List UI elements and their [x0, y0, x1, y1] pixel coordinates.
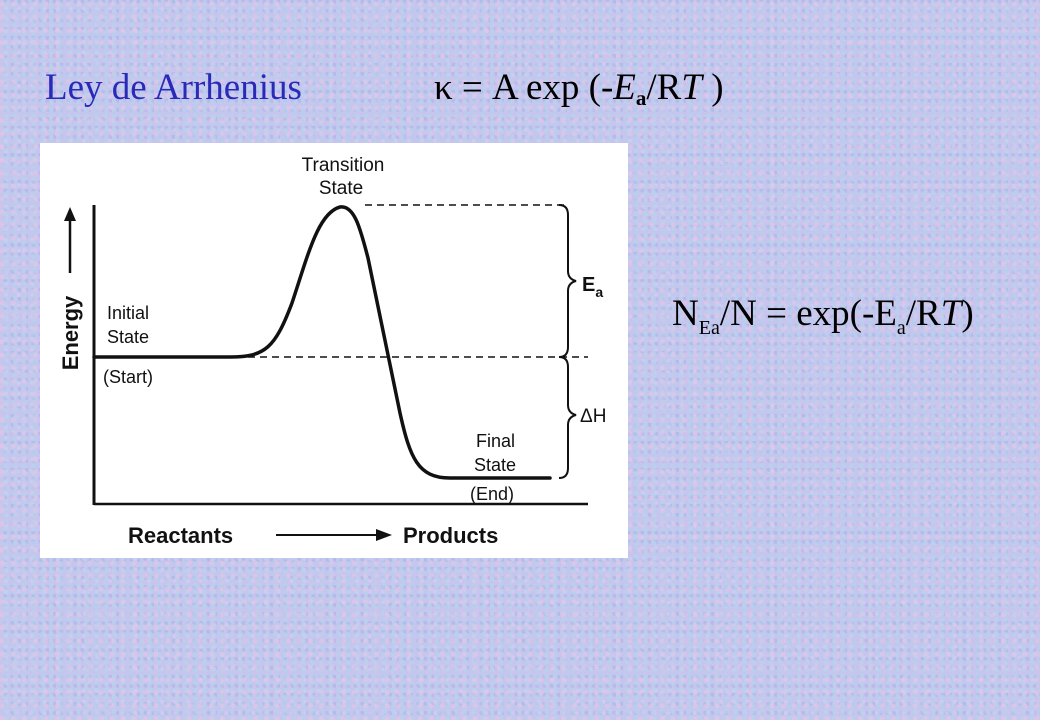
- eq2-slash-r: /R: [905, 293, 941, 334]
- transition-state-label-2: State: [319, 178, 363, 199]
- reaction-energy-curve: [92, 205, 552, 480]
- equation-e: E: [613, 67, 636, 108]
- delta-h-label: ΔH: [580, 406, 606, 427]
- energy-profile-diagram: Energy Transition State Initial State (S…: [40, 143, 628, 558]
- products-label: Products: [403, 523, 498, 548]
- energy-arrow-head: [64, 207, 76, 221]
- initial-state-label-2: State: [107, 327, 149, 347]
- dh-brace: [558, 356, 577, 479]
- equation-close: ): [701, 67, 724, 108]
- final-state-label-2: State: [474, 455, 516, 475]
- equation-t: T: [681, 67, 702, 108]
- ea-brace: [558, 204, 577, 358]
- reaction-arrow-head: [376, 529, 392, 541]
- transition-state-label-1: Transition: [302, 155, 385, 176]
- eq2-sub-a: a: [896, 317, 906, 339]
- page-title: Ley de Arrhenius: [45, 67, 302, 108]
- ea-label-sub: a: [595, 284, 603, 300]
- initial-state-label-1: Initial: [107, 303, 149, 323]
- equation-r: /R: [646, 67, 682, 108]
- ea-label-e: E: [582, 274, 595, 296]
- equation-lead: = A exp (-: [452, 67, 614, 108]
- kappa-symbol: κ: [434, 67, 453, 108]
- eq2-t: T: [940, 293, 962, 334]
- final-state-label-1: Final: [476, 431, 515, 451]
- energy-profile-svg: Energy Transition State Initial State (S…: [58, 155, 606, 548]
- initial-state-label-3: (Start): [103, 367, 153, 387]
- eq2-mid: /N = exp(-E: [719, 293, 897, 334]
- final-state-label-3: (End): [470, 484, 514, 504]
- ea-label: Ea: [582, 274, 603, 300]
- energy-axis-label: Energy: [58, 295, 83, 370]
- equation-sub-a: a: [635, 86, 647, 110]
- eq2-sub-ea: Ea: [698, 317, 720, 339]
- eq2-n: N: [672, 293, 699, 334]
- reactants-label: Reactants: [128, 523, 233, 548]
- boltzmann-fraction-equation: NEa/N = exp(-Ea/RT): [672, 292, 974, 338]
- eq2-close: ): [961, 293, 974, 334]
- arrhenius-equation: κ = A exp (-Ea/RT ): [434, 66, 724, 109]
